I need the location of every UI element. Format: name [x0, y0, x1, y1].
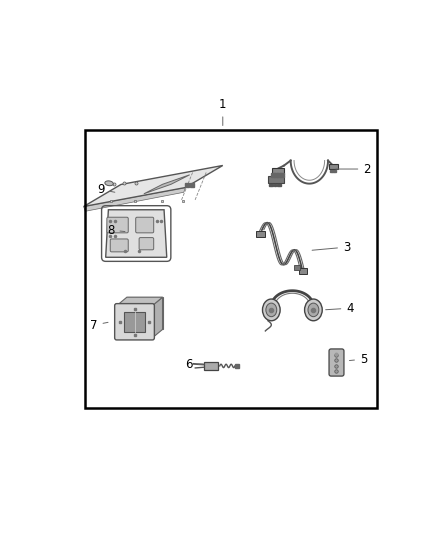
FancyBboxPatch shape [272, 168, 284, 174]
Ellipse shape [304, 299, 322, 321]
FancyBboxPatch shape [329, 164, 338, 169]
Ellipse shape [262, 299, 280, 321]
Polygon shape [144, 175, 190, 194]
FancyBboxPatch shape [256, 231, 265, 237]
FancyBboxPatch shape [294, 265, 300, 270]
Polygon shape [106, 210, 167, 257]
FancyBboxPatch shape [107, 217, 128, 233]
Bar [124, 312, 145, 332]
Bar [85, 130, 377, 408]
Text: 6: 6 [185, 358, 203, 371]
Text: 3: 3 [312, 240, 350, 254]
Polygon shape [84, 188, 185, 211]
FancyBboxPatch shape [139, 238, 154, 250]
FancyBboxPatch shape [329, 349, 344, 376]
Polygon shape [84, 165, 223, 206]
Text: 8: 8 [107, 224, 125, 237]
Text: 2: 2 [336, 163, 371, 175]
Polygon shape [117, 297, 162, 305]
FancyBboxPatch shape [110, 239, 128, 252]
Text: 4: 4 [326, 302, 354, 314]
Bar [204, 362, 218, 370]
Ellipse shape [308, 303, 319, 317]
Text: 9: 9 [97, 183, 115, 196]
Polygon shape [152, 297, 162, 338]
Text: 1: 1 [219, 98, 226, 125]
FancyBboxPatch shape [299, 269, 307, 274]
Text: 5: 5 [350, 353, 367, 366]
FancyBboxPatch shape [115, 304, 154, 340]
Ellipse shape [105, 181, 113, 185]
Polygon shape [127, 297, 162, 329]
FancyBboxPatch shape [136, 217, 154, 233]
Text: 7: 7 [90, 319, 108, 332]
FancyBboxPatch shape [268, 176, 284, 183]
Ellipse shape [266, 303, 277, 317]
